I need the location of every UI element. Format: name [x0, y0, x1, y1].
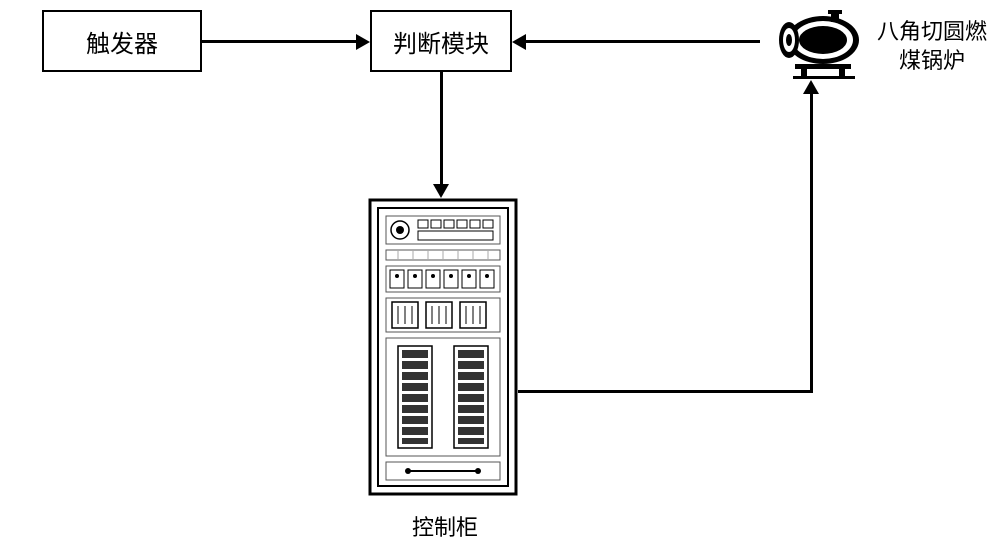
arrow-boiler-judge-head	[512, 34, 526, 50]
arrow-judge-cabinet-head	[433, 184, 449, 198]
arrow-judge-cabinet-line	[440, 72, 443, 184]
boiler-label-line2: 煤锅炉	[899, 48, 965, 73]
arrow-boiler-judge-line	[526, 40, 760, 43]
judge-label: 判断模块	[393, 24, 489, 59]
trigger-box: 触发器	[42, 10, 202, 72]
arrow-trigger-judge-head	[356, 34, 370, 50]
arrow-cabinet-boiler-head	[803, 80, 819, 94]
cabinet-label: 控制柜	[412, 510, 478, 542]
boiler-icon	[763, 8, 865, 80]
boiler-label: 八角切圆燃 煤锅炉	[872, 18, 992, 75]
arrow-cabinet-boiler-h	[518, 390, 813, 393]
cabinet-icon	[368, 198, 518, 496]
boiler-label-line1: 八角切圆燃	[877, 19, 987, 44]
arrow-trigger-judge-line	[202, 40, 356, 43]
judge-box: 判断模块	[370, 10, 512, 72]
trigger-label: 触发器	[86, 24, 158, 59]
arrow-cabinet-boiler-v	[810, 94, 813, 393]
